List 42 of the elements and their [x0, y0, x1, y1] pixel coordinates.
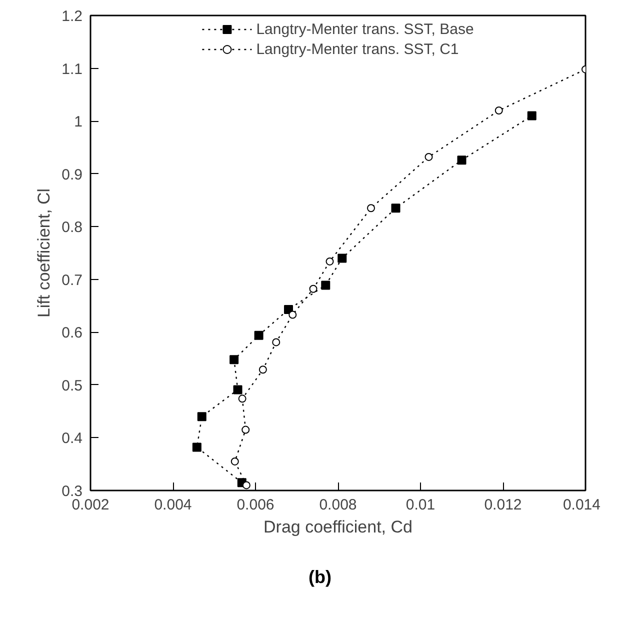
point [321, 280, 330, 290]
point [309, 284, 318, 293]
y-axis-title: Lift coefficient, Cl [34, 188, 54, 318]
x-tick-label: 0.006 [236, 496, 274, 514]
point [272, 338, 280, 346]
point [233, 385, 242, 394]
x-tick-label: 0.014 [562, 496, 601, 514]
point [238, 394, 246, 403]
point [242, 481, 250, 490]
point [527, 111, 536, 120]
legend-label: Langtry-Menter trans. SST, Base [256, 20, 474, 38]
legend-label: Langtry-Menter trans. SST, C1 [256, 40, 459, 58]
x-tick-label: 0.012 [484, 496, 522, 514]
y-tick-label: 1.1 [62, 60, 83, 78]
point [338, 254, 347, 263]
point [230, 355, 239, 364]
point [192, 442, 202, 452]
point [197, 412, 206, 422]
point [288, 310, 297, 319]
point [254, 330, 264, 340]
point [457, 156, 466, 165]
text: (b) [308, 566, 332, 589]
y-tick-label: 0.5 [62, 377, 83, 394]
point [230, 457, 239, 466]
x-axis-title: Drag coefficient, Cd [264, 518, 412, 536]
point [391, 204, 400, 213]
point [367, 204, 375, 212]
x-tick-label: 0.004 [154, 496, 192, 514]
point [424, 152, 433, 161]
point [242, 426, 250, 434]
y-tick-label: 0.6 [62, 324, 83, 342]
y-tick-label: 1 [74, 114, 82, 131]
y-tick-label: 0.4 [62, 430, 83, 448]
point [326, 257, 334, 266]
x-tick-label: 0.01 [406, 496, 436, 514]
y-tick-label: 0.7 [62, 272, 83, 289]
x-tick-label: 0.008 [319, 496, 357, 514]
y-tick-label: 0.8 [62, 219, 83, 236]
point [494, 106, 503, 114]
point [258, 366, 267, 374]
y-tick-label: 0.9 [62, 166, 83, 184]
y-tick-label: 1.2 [62, 8, 83, 25]
